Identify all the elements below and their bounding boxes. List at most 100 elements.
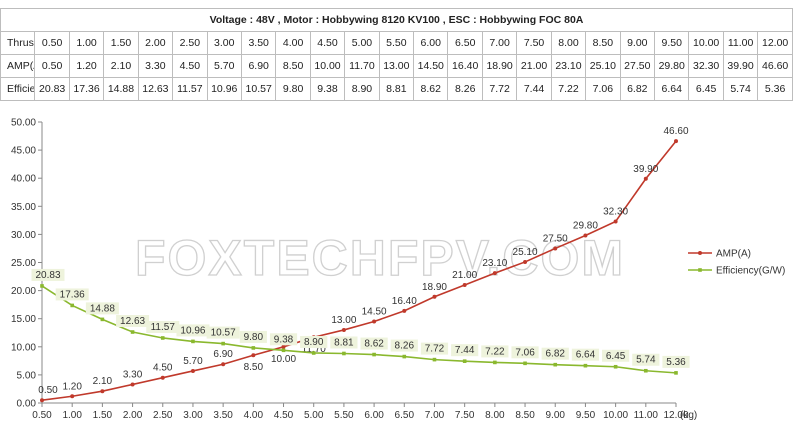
table-cell: 6.82: [619, 77, 656, 101]
table-cell: 17.36: [68, 77, 105, 101]
data-label-bg: [571, 348, 600, 361]
table-cell: 10.57: [240, 77, 277, 101]
table-cell: 3.50: [240, 31, 277, 55]
data-point: [341, 327, 346, 332]
table-row: AMP(A)0.501.202.103.304.505.706.908.5010…: [0, 54, 793, 78]
data-point: [251, 346, 256, 350]
line-chart: FOXTECHFPV.COM 0.00 5.00 10.00 15.00 20.00 25…: [11, 118, 785, 422]
data-point: [372, 319, 377, 324]
x-tick-label: 5.50: [334, 410, 354, 421]
table-cell: 4.50: [172, 54, 208, 78]
table-cell: 46.60: [757, 54, 793, 78]
table-cell: 2.50: [172, 31, 208, 55]
data-point: [342, 351, 346, 356]
data-label-bg: [511, 346, 539, 359]
table-cell: 0.50: [34, 54, 70, 78]
data-point: [191, 339, 195, 344]
data-label: 7.06: [515, 347, 535, 358]
table-cell: 5.50: [378, 31, 415, 55]
table-cell: 4.50: [309, 31, 346, 55]
table-cell: 1.00: [68, 31, 105, 55]
data-point: [674, 139, 678, 144]
x-tick-label: 10.00: [603, 410, 628, 421]
data-label: 8.26: [395, 341, 415, 352]
table-cell: 2.10: [103, 54, 139, 78]
data-label: 13.00: [331, 315, 356, 326]
table-cell: 11.70: [344, 54, 380, 78]
data-label: 11.70: [302, 344, 327, 355]
data-point: [160, 375, 165, 380]
table-cell: 12.63: [137, 77, 174, 101]
data-label-bg: [541, 347, 569, 360]
table-cell: 8.26: [447, 77, 483, 101]
data-point: [281, 344, 286, 349]
table-cell: 32.30: [688, 54, 724, 78]
data-point: [372, 352, 376, 357]
table-cell: 7.00: [481, 31, 518, 55]
data-label: 25.10: [513, 247, 538, 258]
data-point: [190, 368, 195, 373]
data-label: 8.62: [364, 339, 384, 350]
x-tick-label: 8.50: [515, 410, 535, 421]
data-label-bg: [360, 337, 388, 350]
table-cell: 1.20: [68, 54, 105, 78]
table-cell: 14.88: [103, 77, 139, 101]
table-cell: 8.50: [275, 54, 311, 78]
legend-marker: [698, 268, 702, 272]
table-cell: 8.50: [585, 31, 621, 55]
data-label-bg: [239, 330, 267, 343]
data-point: [613, 364, 618, 369]
x-tick-label: 3.00: [183, 410, 203, 421]
data-point: [251, 353, 256, 358]
data-label: 11.57: [151, 322, 176, 333]
x-tick-label: 4.00: [244, 410, 264, 421]
series-line: [41, 140, 677, 401]
data-point: [221, 341, 225, 346]
data-point: [613, 219, 618, 224]
data-point: [553, 246, 558, 251]
data-label: 6.45: [606, 351, 626, 362]
data-label: 17.36: [60, 289, 85, 300]
data-label: 5.74: [636, 355, 656, 366]
data-label: 9.80: [244, 332, 264, 343]
data-point: [432, 294, 437, 299]
data-point: [492, 271, 497, 276]
table-row: Efficiency(G/W)20.8317.3614.8812.6311.57…: [0, 77, 793, 101]
data-label: 0.50: [38, 385, 58, 396]
data-point: [462, 282, 467, 287]
table-cell: 7.44: [516, 77, 552, 101]
y-tick-label: 45.00: [11, 146, 36, 157]
data-label: 7.44: [455, 345, 475, 356]
table-title: Voltage : 48V , Motor : Hobbywing 8120 K…: [0, 8, 793, 32]
table-cell: 6.45: [688, 77, 724, 101]
data-label-bg: [300, 335, 328, 348]
table-cell: 7.06: [585, 77, 621, 101]
data-label-bg: [146, 320, 180, 333]
data-label: 14.50: [362, 307, 387, 318]
table-title-row: Voltage : 48V , Motor : Hobbywing 8120 K…: [0, 8, 793, 32]
data-point: [583, 233, 588, 238]
table-cell: 4.00: [275, 31, 311, 55]
data-point: [281, 348, 286, 353]
data-label: 10.96: [180, 325, 205, 336]
y-tick-label: 20.00: [11, 286, 36, 297]
data-point: [221, 362, 226, 367]
y-tick-label: 35.00: [11, 202, 36, 213]
table-cell: 18.90: [481, 54, 518, 78]
data-label-bg: [55, 288, 89, 301]
table-cell: 23.10: [550, 54, 587, 78]
legend-label: Efficiency(G/W): [716, 266, 785, 277]
table-cell: 9.38: [309, 77, 346, 101]
x-tick-label: 7.50: [455, 410, 475, 421]
data-label-bg: [269, 333, 298, 346]
data-point: [70, 303, 74, 308]
table-cell: 29.80: [654, 54, 690, 78]
data-label-bg: [116, 315, 150, 328]
data-label: 7.72: [425, 344, 445, 355]
data-label: 23.10: [482, 258, 507, 269]
table-cell: 25.10: [585, 54, 621, 78]
table-cell: 16.40: [447, 54, 483, 78]
data-label-bg: [85, 302, 119, 315]
table-cell: 9.50: [654, 31, 690, 55]
table-cell: 20.83: [34, 77, 70, 101]
